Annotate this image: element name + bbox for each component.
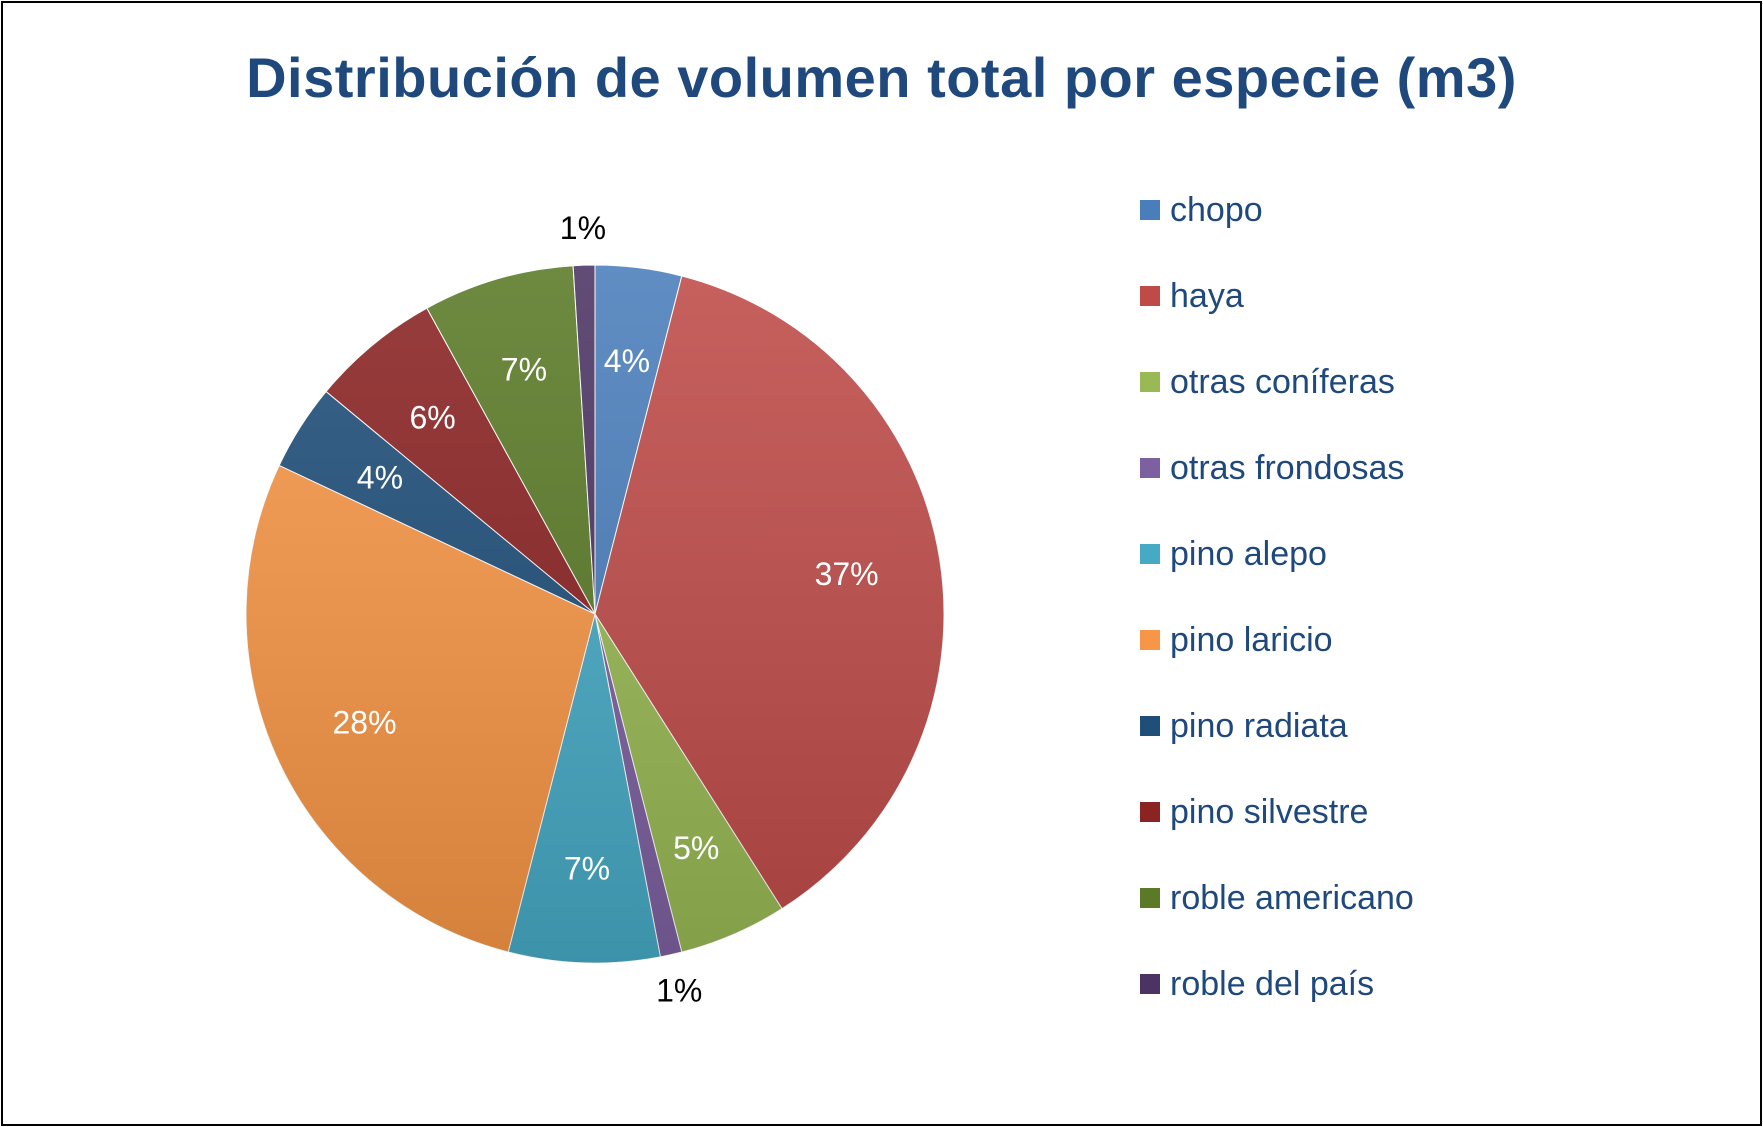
legend-item-pino-laricio: pino laricio <box>1140 620 1333 660</box>
legend-swatch <box>1140 286 1160 306</box>
legend-label: roble americano <box>1170 878 1414 917</box>
legend-label: otras coníferas <box>1170 362 1395 401</box>
legend-swatch <box>1140 372 1160 392</box>
legend-swatch <box>1140 544 1160 564</box>
legend-label: pino alepo <box>1170 534 1327 573</box>
legend-item-pino-alepo: pino alepo <box>1140 534 1327 574</box>
legend-item-otras-frondosas: otras frondosas <box>1140 448 1404 488</box>
data-label-chopo: 4% <box>604 343 650 379</box>
data-label-pino-silvestre: 6% <box>409 400 455 436</box>
legend-item-otras-coniferas: otras coníferas <box>1140 362 1395 402</box>
legend-swatch <box>1140 888 1160 908</box>
legend-label: chopo <box>1170 190 1263 229</box>
legend-swatch <box>1140 974 1160 994</box>
legend-label: roble del país <box>1170 964 1375 1003</box>
legend-item-haya: haya <box>1140 276 1244 316</box>
legend-item-chopo: chopo <box>1140 190 1263 230</box>
data-label-pino-radiata: 4% <box>357 460 403 496</box>
legend-swatch <box>1140 802 1160 822</box>
data-label-otras-frondosas: 1% <box>656 973 702 1009</box>
legend-label: haya <box>1170 276 1244 315</box>
legend-swatch <box>1140 630 1160 650</box>
legend-item-pino-radiata: pino radiata <box>1140 706 1348 746</box>
data-label-pino-alepo: 7% <box>564 851 610 887</box>
legend-swatch <box>1140 458 1160 478</box>
data-label-roble-americano: 7% <box>501 351 547 387</box>
legend-label: pino laricio <box>1170 620 1333 659</box>
legend-swatch <box>1140 200 1160 220</box>
legend-label: pino radiata <box>1170 706 1348 745</box>
data-label-pino-laricio: 28% <box>332 705 396 741</box>
legend-item-roble-americano: roble americano <box>1140 878 1414 918</box>
data-label-otras-coniferas: 5% <box>673 830 719 866</box>
legend-label: pino silvestre <box>1170 792 1369 831</box>
legend-item-pino-silvestre: pino silvestre <box>1140 792 1368 832</box>
legend-label: otras frondosas <box>1170 448 1405 487</box>
legend-swatch <box>1140 716 1160 736</box>
legend-item-roble-del-pais: roble del país <box>1140 964 1374 1004</box>
data-label-roble-del-pais: 1% <box>560 210 606 246</box>
data-label-haya: 37% <box>815 556 879 592</box>
chart-title: Distribución de volumen total por especi… <box>246 46 1517 109</box>
pie-data-labels: 4%37%5%1%7%28%4%6%7%1% <box>332 210 878 1009</box>
